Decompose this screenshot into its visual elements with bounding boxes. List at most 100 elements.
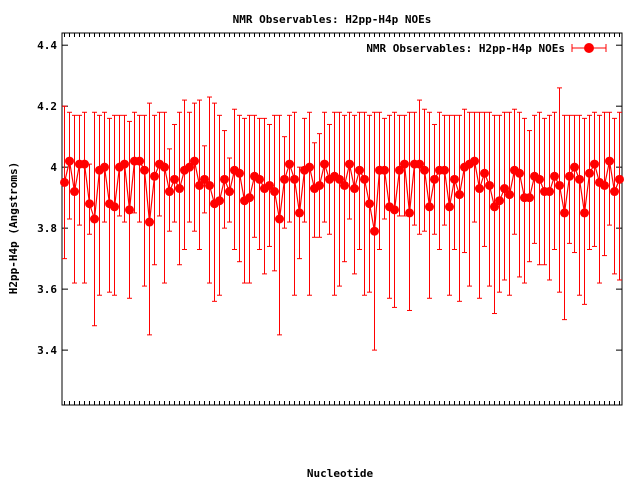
- data-point: [515, 168, 524, 178]
- data-point: [190, 156, 199, 166]
- data-point: [500, 184, 509, 194]
- data-point: [145, 217, 154, 227]
- data-point: [205, 180, 214, 190]
- data-point: [195, 180, 204, 190]
- data-point: [295, 208, 304, 218]
- data-point: [200, 174, 209, 184]
- y-tick-label: 3.6: [37, 283, 57, 296]
- data-point: [255, 174, 264, 184]
- data-point: [65, 156, 74, 166]
- data-point: [600, 180, 609, 190]
- data-point: [395, 165, 404, 175]
- data-point: [555, 180, 564, 190]
- y-axis-label: H2pp-H4p (Angstroms): [7, 162, 20, 294]
- data-point: [380, 165, 389, 175]
- data-point: [480, 168, 489, 178]
- plot-frame: [61, 32, 623, 406]
- data-point: [570, 162, 579, 172]
- data-point: [120, 159, 129, 169]
- data-point: [560, 208, 569, 218]
- data-point: [455, 190, 464, 200]
- data-point: [390, 205, 399, 215]
- data-point: [445, 202, 454, 212]
- data-point: [370, 226, 379, 236]
- data-point: [580, 208, 589, 218]
- data-point: [430, 174, 439, 184]
- data-point: [400, 159, 409, 169]
- data-point: [285, 159, 294, 169]
- y-tick-label: 4.2: [37, 100, 57, 113]
- data-point: [605, 156, 614, 166]
- data-point: [440, 165, 449, 175]
- x-axis-label: Nucleotide: [307, 467, 374, 480]
- data-point: [140, 165, 149, 175]
- data-point: [80, 159, 89, 169]
- y-tick-label: 4.4: [37, 39, 57, 52]
- data-point: [265, 180, 274, 190]
- data-point: [160, 162, 169, 172]
- data-point: [335, 174, 344, 184]
- data-point: [535, 174, 544, 184]
- data-point: [215, 196, 224, 206]
- data-point: [415, 159, 424, 169]
- data-point: [290, 174, 299, 184]
- data-point: [360, 174, 369, 184]
- data-point: [270, 187, 279, 197]
- data-point: [70, 187, 79, 197]
- data-point: [610, 187, 619, 197]
- y-tick-label: 3.8: [37, 222, 57, 235]
- data-point: [340, 180, 349, 190]
- chart-title: NMR Observables: H2pp-H4p NOEs: [233, 13, 432, 26]
- data-point: [315, 180, 324, 190]
- data-point: [505, 190, 514, 200]
- data-point: [565, 171, 574, 181]
- data-point: [235, 168, 244, 178]
- data-point: [90, 214, 99, 224]
- data-point: [355, 165, 364, 175]
- data-point: [175, 184, 184, 194]
- data-point: [575, 174, 584, 184]
- data-point: [225, 187, 234, 197]
- data-point: [545, 187, 554, 197]
- data-point: [280, 174, 289, 184]
- data-point: [350, 184, 359, 194]
- data-point: [585, 168, 594, 178]
- data-point: [320, 159, 329, 169]
- plot-area: 3.4 3.6 3.8 4 4.2 4.4: [37, 32, 624, 406]
- legend: NMR Observables: H2pp-H4p NOEs: [366, 42, 607, 55]
- data-point: [470, 156, 479, 166]
- data-point: [475, 184, 484, 194]
- data-point: [185, 162, 194, 172]
- data-point: [495, 196, 504, 206]
- y-tick-label: 3.4: [37, 344, 57, 357]
- data-point: [425, 202, 434, 212]
- data-point: [525, 193, 534, 203]
- data-point: [60, 177, 69, 187]
- data-point: [100, 162, 109, 172]
- data-point: [405, 208, 414, 218]
- data-point: [165, 187, 174, 197]
- data-point: [590, 159, 599, 169]
- data-point: [550, 171, 559, 181]
- data-point: [450, 174, 459, 184]
- data-point: [125, 205, 134, 215]
- data-point: [150, 171, 159, 181]
- data-point: [110, 202, 119, 212]
- data-point: [85, 199, 94, 209]
- data-point: [245, 193, 254, 203]
- data-point: [275, 214, 284, 224]
- data-point: [615, 174, 624, 184]
- y-tick-label: 4: [50, 161, 57, 174]
- data-point: [365, 199, 374, 209]
- legend-label: NMR Observables: H2pp-H4p NOEs: [366, 42, 565, 55]
- data-point: [170, 174, 179, 184]
- legend-marker: [584, 43, 594, 53]
- data-point: [490, 202, 499, 212]
- data-point: [485, 180, 494, 190]
- data-point: [420, 165, 429, 175]
- data-point: [305, 162, 314, 172]
- data-point: [345, 159, 354, 169]
- data-point: [220, 174, 229, 184]
